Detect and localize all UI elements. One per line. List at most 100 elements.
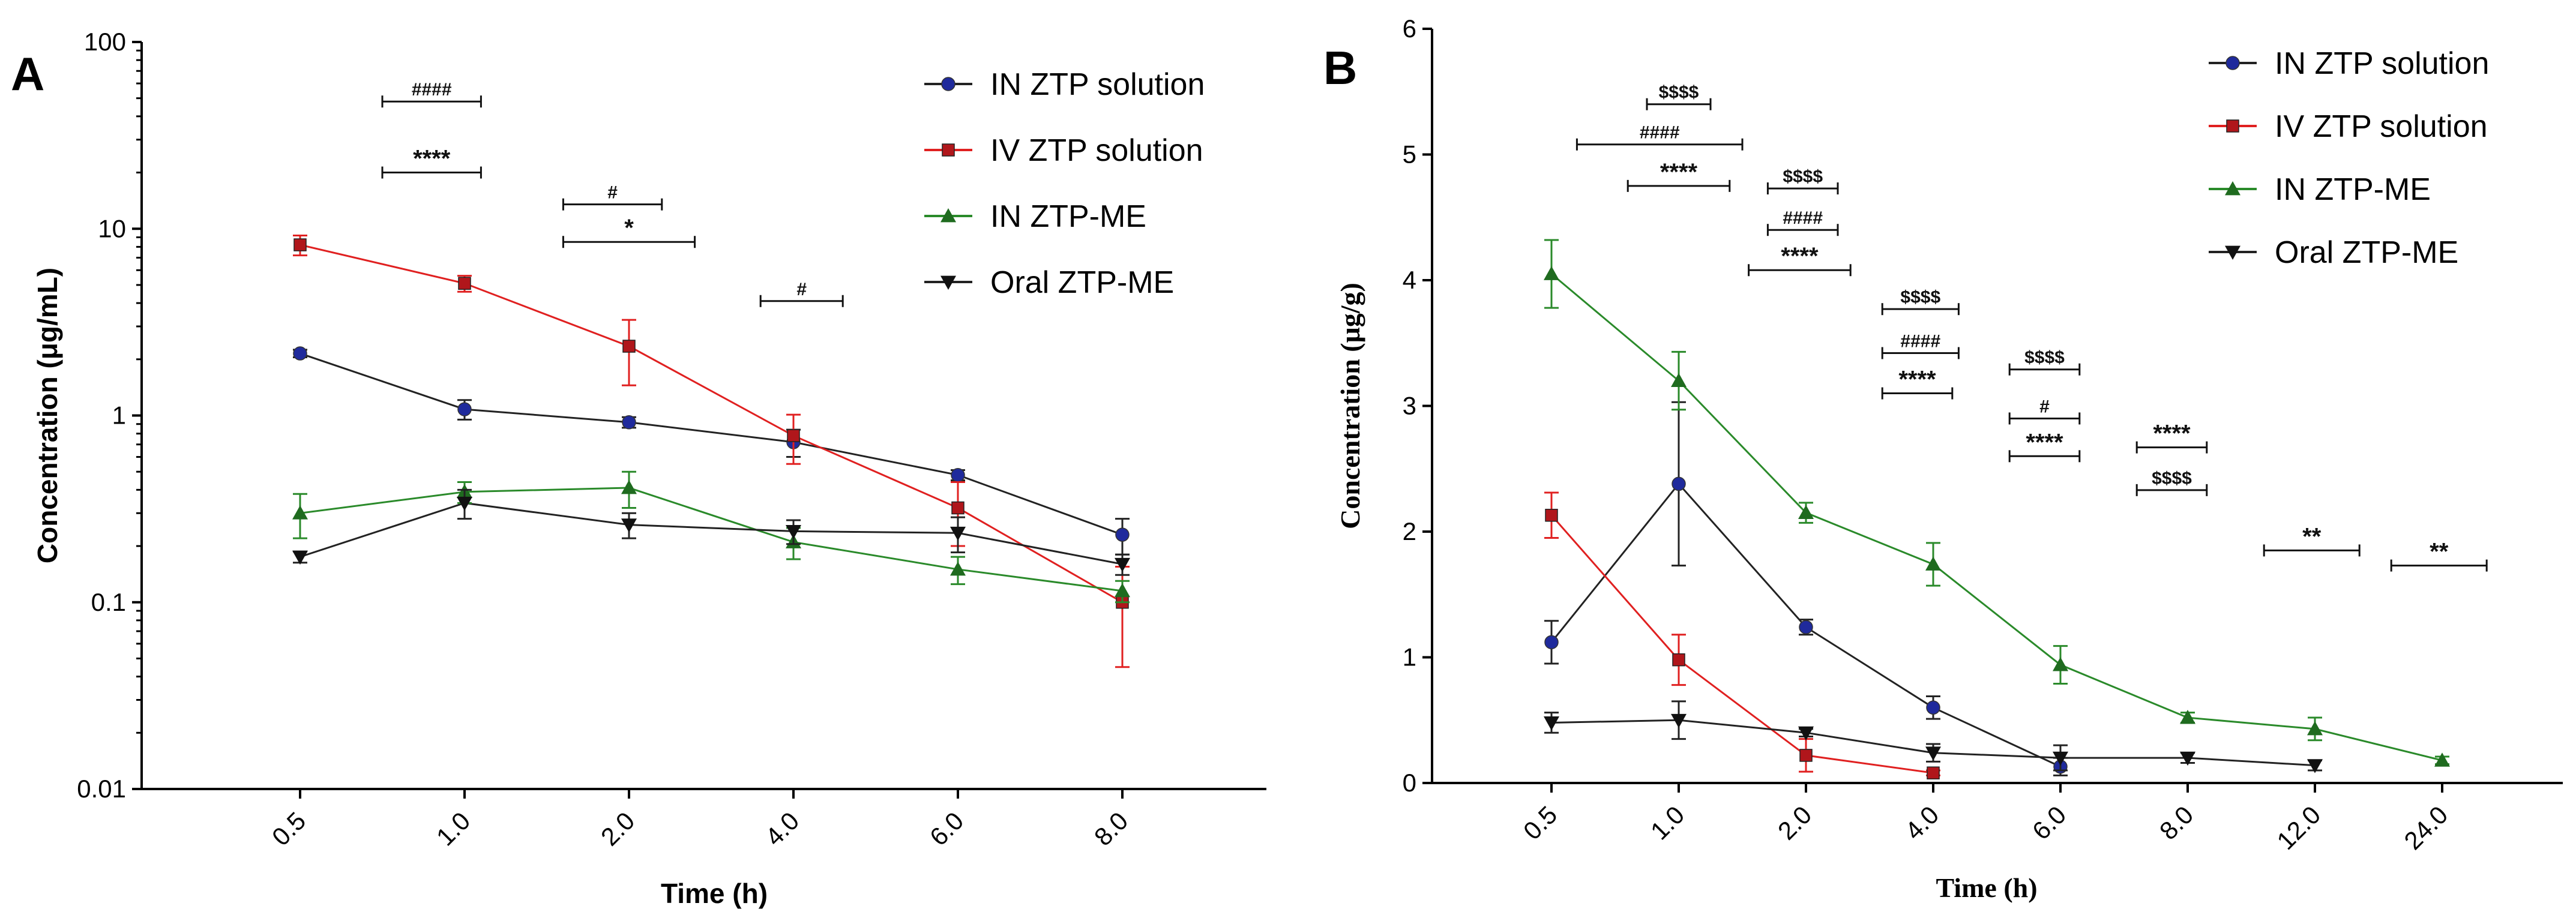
panel-b-y-tick-label: 0 (1403, 769, 1416, 797)
panel-b-significance-bracket-label: ** (2302, 523, 2322, 550)
panel-a-data-point (621, 518, 637, 533)
panel-a-data-point (457, 496, 472, 511)
panel-b-legend-label: Oral ZTP-ME (2275, 235, 2458, 270)
panel-a-data-point (1115, 583, 1130, 598)
panel-a-series-line (299, 244, 1123, 604)
panel-b-significance-bracket-label: $$$$ (2024, 348, 2065, 368)
panel-a-legend-marker (941, 77, 955, 91)
panel-a-legend-label: Oral ZTP-ME (990, 265, 1174, 300)
panel-b-data-point (1545, 509, 1558, 522)
panel-b-data-point (2434, 752, 2450, 767)
panel-b-data-point (2307, 759, 2323, 773)
panel-a-significance-bracket-label: * (624, 215, 634, 241)
panel-a-data-point (292, 550, 308, 565)
panel-b-x-tick-label: 6.0 (2027, 800, 2072, 845)
panel-b-significance-bracket-label: $$$$ (1900, 287, 1940, 307)
panel-a-y-tick-label: 0.1 (91, 588, 126, 616)
panel-a-data-point (621, 480, 637, 494)
panel-b-data-point (1799, 749, 1813, 762)
panel-b-significance-bracket-label: $$$$ (1659, 83, 1699, 103)
panel-b-data-point (2180, 710, 2195, 724)
panel-b-data-point (1544, 716, 1559, 731)
panel-b-y-axis-title: Concentration (μg/g) (1335, 283, 1365, 529)
panel-a-legend-label: IN ZTP solution (990, 67, 1205, 102)
panel-b-significance-bracket-label: **** (2026, 429, 2063, 455)
panel-a-y-tick-label: 10 (98, 214, 126, 242)
panel-b-significance-bracket-label: #### (1640, 123, 1680, 143)
panel-b-data-point (2307, 721, 2323, 736)
panel-b-data-point (1799, 620, 1813, 634)
panel-a-legend-marker (940, 275, 956, 290)
panel-a-significance-bracket-label: **** (413, 146, 451, 172)
panel-b-significance-bracket-label: #### (1900, 332, 1940, 352)
panel-a-data-point (622, 340, 636, 353)
panel-b-legend-marker (2225, 181, 2240, 196)
panel-b-y-tick-label: 3 (1403, 392, 1416, 420)
panel-b-data-point (1544, 266, 1559, 280)
panel-a-x-axis-title: Time (h) (661, 878, 768, 909)
panel-b-legend-label: IN ZTP solution (2275, 46, 2489, 81)
panel-a-legend-label: IN ZTP-ME (990, 199, 1146, 234)
panel-a-data-point (293, 238, 307, 251)
panel-a-legend-marker (942, 143, 955, 157)
panel-b-data-point (1671, 713, 1687, 728)
panel-b-x-tick-label: 2.0 (1772, 800, 1817, 845)
panel-a-series-line (299, 487, 1123, 592)
panel-a-y-tick-label: 1 (112, 401, 126, 430)
panel-b-significance-bracket-label: # (2039, 397, 2050, 416)
panel-b-y-tick-label: 4 (1403, 266, 1416, 294)
panel-b-data-point (2053, 657, 2068, 671)
panel-b-significance-bracket-label: **** (1781, 243, 1819, 269)
panel-a-data-point (457, 402, 472, 416)
panel-b-x-tick-label: 8.0 (2154, 800, 2199, 845)
panel-b-data-point (2053, 751, 2068, 766)
panel-a-chart: A 0.01 0.1 1 10 100 0.5 1.0 2.0 4.0 6.0 8.0 Time (h)… (11, 28, 1266, 909)
panel-b-legend-marker (2225, 56, 2240, 70)
panel-b-y-tick-label: 5 (1403, 140, 1416, 169)
panel-b-data-point (2180, 751, 2195, 766)
panel-b-data-point (1798, 505, 1814, 519)
panel-a-x-tick-label: 2.0 (595, 806, 640, 851)
panel-a-x-tick-label: 6.0 (924, 806, 969, 851)
panel-b-significance-bracket-label: ** (2430, 539, 2449, 565)
panel-b-data-point (1671, 373, 1687, 387)
panel-a-y-tick-label: 0.01 (77, 775, 126, 803)
panel-a-x-tick-label: 8.0 (1089, 806, 1134, 851)
panel-b-y-tick-label: 6 (1403, 14, 1416, 43)
panel-b-data-point (1925, 746, 1941, 761)
panel-b-x-tick-label: 1.0 (1645, 800, 1690, 845)
panel-a-data-point (787, 429, 800, 442)
panel-a-data-point (622, 415, 636, 430)
panel-a-data-point (1115, 557, 1130, 572)
panel-b-legend-marker (2226, 119, 2239, 133)
panel-a-significance-bracket-label: # (796, 280, 807, 299)
panel-b-y-tick-label: 1 (1403, 643, 1416, 671)
panel-a-letter: A (11, 47, 44, 100)
panel-b-significance-bracket-label: $$$$ (1783, 167, 1823, 187)
panel-b-data-point (1672, 476, 1686, 491)
panel-b-x-tick-label: 0.5 (1518, 800, 1563, 845)
panel-a-data-point (950, 561, 966, 576)
panel-a-data-point (950, 526, 966, 541)
panel-b-data-point (1927, 766, 1940, 779)
panel-a-y-tick-label: 100 (84, 28, 126, 56)
panel-b-x-tick-label: 12.0 (2271, 800, 2326, 855)
panel-a-x-tick-label: 1.0 (431, 806, 476, 851)
panel-a-series-line (299, 352, 1123, 536)
panel-b-data-point (1925, 556, 1941, 571)
panel-b-x-axis-title: Time (h) (1936, 872, 2037, 903)
panel-a-data-point (786, 525, 801, 539)
panel-b-x-tick-label: 24.0 (2398, 800, 2453, 855)
panel-b-significance-bracket-label: **** (2153, 421, 2191, 447)
panel-a-x-tick-label: 0.5 (266, 806, 311, 851)
panel-a-data-point (293, 346, 307, 361)
panel-a-significance-bracket-label: # (607, 183, 618, 203)
panel-b-legend-marker (2225, 245, 2240, 260)
panel-b-series-line (1551, 273, 2443, 761)
panel-a-data-point (292, 505, 308, 520)
panel-a-significance-bracket-label: #### (412, 80, 452, 100)
panel-b-data-point (1926, 700, 1940, 715)
panel-b-legend-label: IN ZTP-ME (2275, 172, 2431, 207)
panel-a-legend-label: IV ZTP solution (990, 133, 1203, 168)
